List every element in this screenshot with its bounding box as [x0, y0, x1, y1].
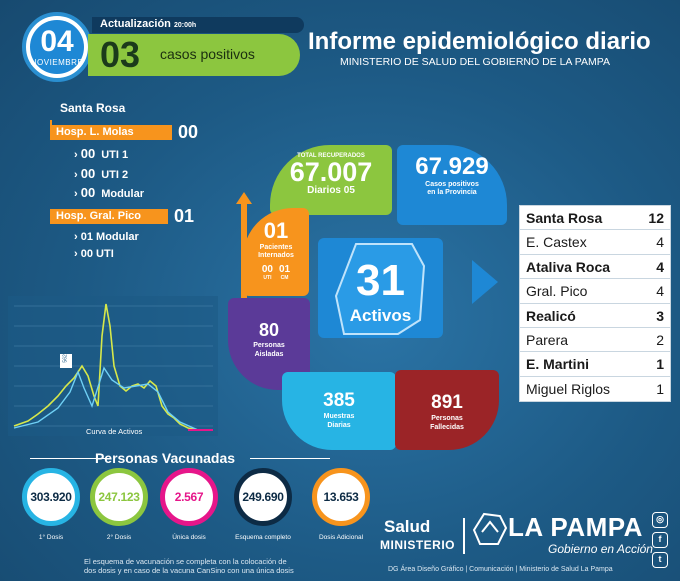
date-day: 04	[40, 25, 74, 58]
vaccine-dose2-label: 2° Dosis	[106, 534, 132, 541]
activos-number: 31	[356, 256, 405, 305]
vaccine-single-label: Única dosis	[172, 534, 206, 541]
molas-uti2: › 00 UTI 2	[74, 166, 129, 181]
molas-uti1: › 00 UTI 1	[74, 146, 129, 161]
city-title: Santa Rosa	[60, 101, 126, 115]
new-cases-bar	[88, 34, 300, 76]
instagram-icon[interactable]: ◎	[652, 512, 668, 528]
ministerio-logo: MINISTERIO	[380, 538, 456, 552]
activos-curve-chart	[8, 296, 218, 436]
table-row: Parera 2	[520, 328, 670, 353]
page-title: Informe epidemiológico diario	[308, 28, 651, 55]
page-subtitle: MINISTERIO DE SALUD DEL GOBIERNO DE LA P…	[340, 56, 610, 68]
molas-modular: › 00 Modular	[74, 185, 144, 200]
pico-modular: › 01 Modular	[74, 231, 139, 243]
twitter-icon[interactable]: t	[652, 552, 668, 568]
vaccine-complete-badge: 249.690	[234, 468, 292, 526]
facebook-icon[interactable]: f	[652, 532, 668, 548]
chart-marker-label: 5620	[62, 351, 69, 363]
table-row: E. Castex 4	[520, 230, 670, 255]
table-row: Gral. Pico 4	[520, 279, 670, 304]
vaccine-single-badge: 2.567	[160, 468, 218, 526]
new-cases-number: 03	[100, 34, 141, 75]
vaccine-dose1-label: 1° Dosis	[38, 534, 64, 541]
update-bar	[92, 17, 304, 33]
chart-label: Curva de Activos	[86, 427, 143, 436]
update-text: Actualización 20:00h	[100, 18, 197, 30]
la-pampa-emblem-icon	[472, 512, 508, 545]
fallecidos-segment: 891 Personas Fallecidas	[395, 370, 499, 450]
table-row: Santa Rosa 12	[520, 206, 670, 231]
muestras-segment: 385 Muestras Diarias	[282, 372, 396, 450]
date-month: NOVIEMBRE	[30, 58, 84, 67]
vaccine-additional-label: Dosis Adicional	[318, 534, 364, 541]
activos-label: Activos	[349, 306, 412, 325]
logo-divider	[463, 518, 465, 554]
vaccine-note: El esquema de vacunación se completa con…	[84, 557, 294, 575]
recovered-segment: TOTAL RECUPERADOS 67.007 Diarios 05	[270, 145, 392, 215]
table-row: Miguel Riglos 1	[526, 380, 664, 397]
hospital-pico: Hosp. Gral. Pico 01	[50, 206, 194, 227]
positive-segment: 67.929 Casos positivos en la Provincia	[397, 145, 507, 225]
pico-uti: › 00 UTI	[74, 248, 114, 260]
internados-segment: 01 Pacientes Internados 00 UTI 01 CM	[243, 208, 309, 296]
table-row: E. Martini 1	[520, 352, 670, 377]
la-pampa-map-icon	[334, 243, 426, 335]
localities-table: Santa Rosa 12 E. Castex 4 Ataliva Roca 4 Gr…	[519, 205, 671, 403]
divider	[30, 458, 110, 459]
vaccine-dose1-badge: 303.920	[22, 468, 80, 526]
la-pampa-logo: LA PAMPA	[508, 512, 643, 542]
gobierno-tagline: Gobierno en Acción	[548, 542, 653, 556]
vaccine-additional-badge: 13.653	[312, 468, 370, 526]
hospital-molas: Hosp. L. Molas 00	[50, 122, 198, 143]
vaccines-title: Personas Vacunadas	[94, 450, 236, 466]
divider	[250, 458, 330, 459]
date-badge: 04 NOVIEMBRE	[30, 20, 84, 74]
new-cases-label: casos positivos	[160, 46, 255, 62]
vaccine-dose2-badge: 247.123	[90, 468, 148, 526]
footer-credit: DG Área Diseño Gráfico | Comunicación | …	[388, 566, 613, 573]
vaccine-complete-label: Esquema completo	[235, 534, 291, 541]
salud-logo: Salud	[384, 517, 431, 536]
table-row: Realicó 3	[520, 304, 670, 328]
table-row: Ataliva Roca 4	[520, 255, 670, 280]
